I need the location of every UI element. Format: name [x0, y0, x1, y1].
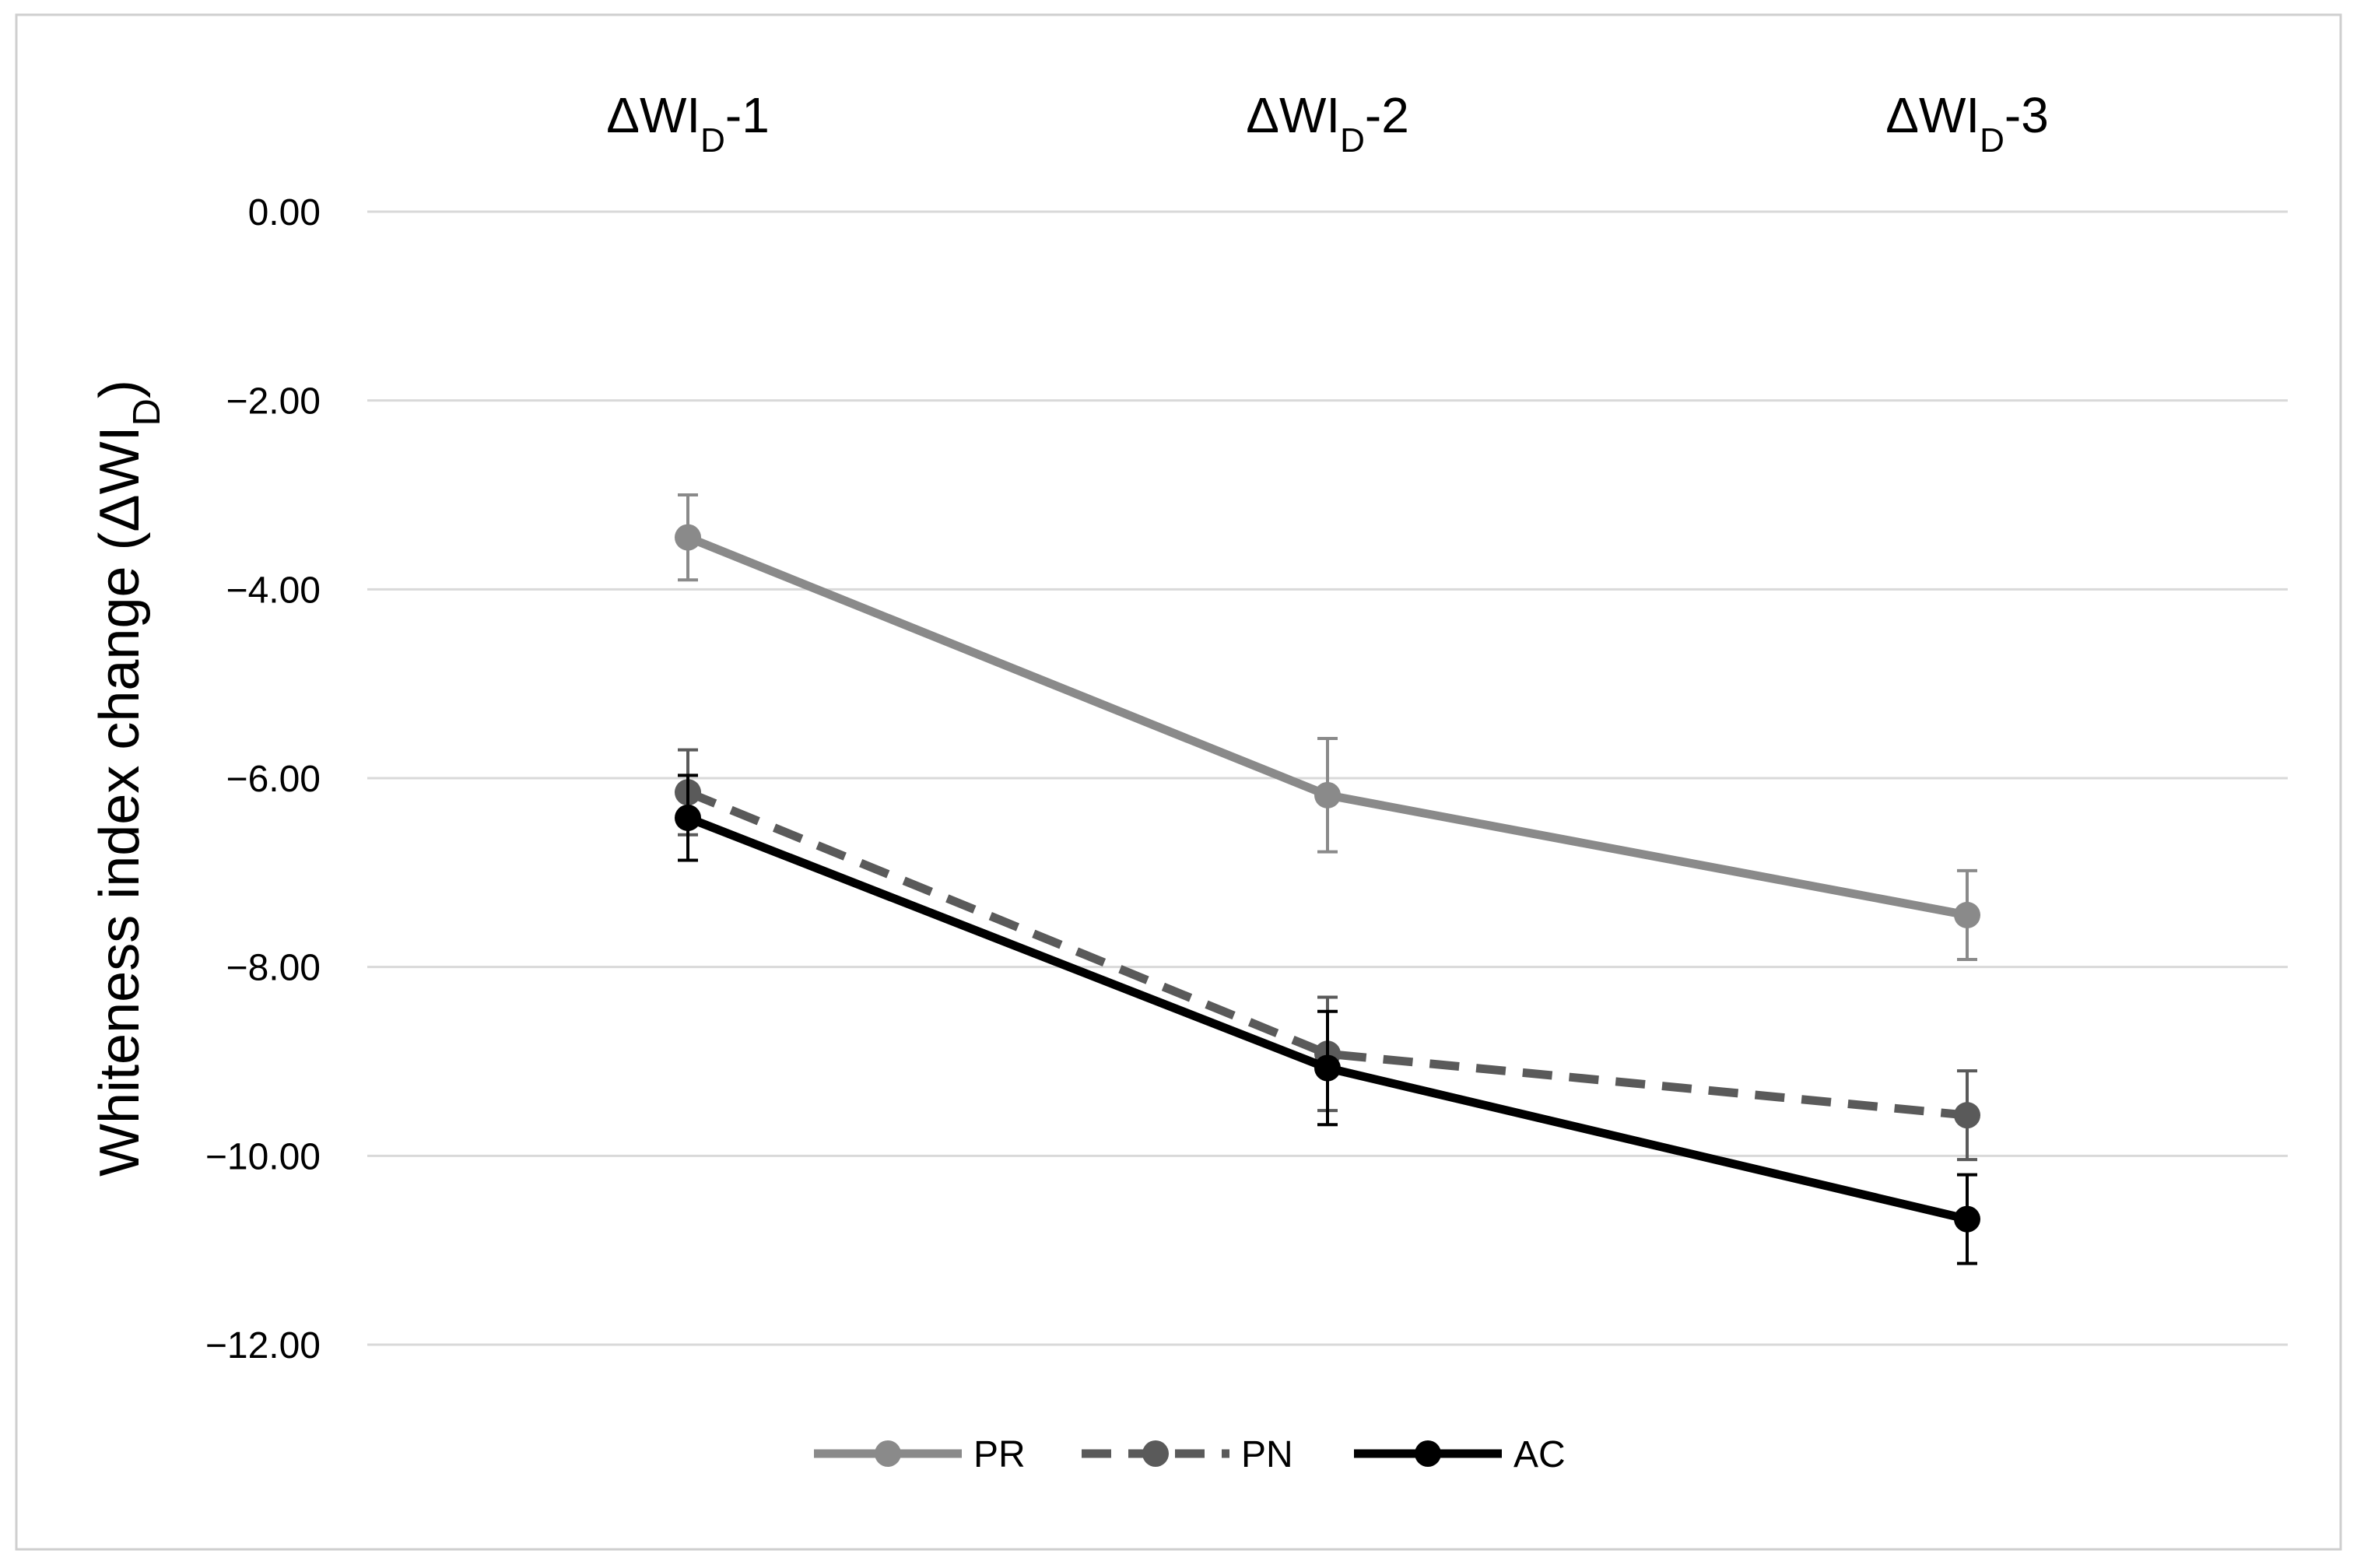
chart-border [15, 13, 2342, 1551]
legend-label: PR [973, 1434, 1026, 1475]
y-axis-title: Whiteness index change (ΔWID) [89, 380, 168, 1177]
data-point-pr [1314, 781, 1341, 809]
y-axis-ticks: 0.00 −2.00 −4.00 −6.00 −8.00 −10.00 −12.00 [205, 192, 321, 1366]
category-label: ΔWID-3 [1885, 87, 2049, 160]
y-tick-label: −8.00 [226, 948, 321, 989]
y-tick-label: −6.00 [226, 759, 321, 800]
data-point-pr [675, 524, 701, 551]
y-tick-label: −2.00 [226, 381, 321, 423]
legend-swatch-marker [1415, 1440, 1441, 1467]
legend-label: AC [1513, 1434, 1566, 1475]
data-point-pr [1954, 901, 1980, 928]
category-labels: ΔWID-1 ΔWID-2 ΔWID-3 [606, 87, 2049, 160]
data-point-ac [675, 804, 701, 831]
data-point-ac [1314, 1054, 1341, 1082]
category-label: ΔWID-2 [1246, 87, 1409, 160]
data-point-pn [1954, 1102, 1980, 1129]
y-tick-label: −10.00 [205, 1136, 321, 1177]
y-tick-label: −4.00 [226, 570, 321, 611]
legend: PR PN AC [814, 1434, 1566, 1475]
legend-item-pn: PN [1082, 1434, 1293, 1475]
legend-label: PN [1241, 1434, 1293, 1475]
y-tick-label: 0.00 [248, 192, 321, 233]
y-tick-label: −12.00 [205, 1325, 321, 1366]
legend-item-pr: PR [814, 1434, 1026, 1475]
category-label: ΔWID-1 [606, 87, 770, 160]
data-point-ac [1954, 1205, 1980, 1233]
series-pr [675, 493, 1980, 961]
series [675, 493, 1980, 1265]
y-axis-label: Whiteness index change (ΔWID) [89, 380, 168, 1177]
series-ac [675, 773, 1980, 1265]
legend-swatch-marker [875, 1440, 901, 1467]
legend-swatch-marker [1142, 1440, 1169, 1467]
legend-item-ac: AC [1354, 1434, 1566, 1475]
